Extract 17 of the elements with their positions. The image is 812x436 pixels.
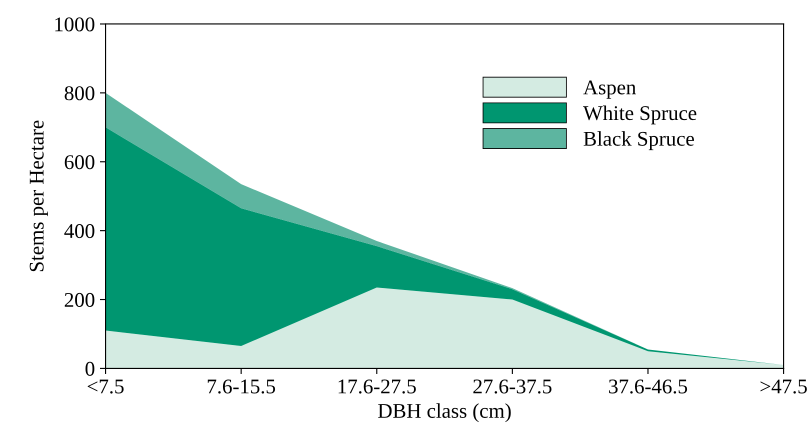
legend-label: White Spruce [583, 105, 696, 124]
y-tick-label: 600 [64, 155, 94, 170]
x-tick-label: 27.6-37.5 [473, 379, 552, 394]
x-tick-label: >47.5 [760, 380, 807, 394]
x-axis-title: DBH class (cm) [378, 403, 511, 422]
y-tick-label: 0 [86, 362, 94, 376]
legend-label: Black Spruce [584, 131, 694, 150]
x-tick-label: 17.6-27.5 [338, 379, 416, 394]
y-axis-title: Stems per Hectare [30, 120, 48, 272]
x-tick-label: <7.5 [88, 380, 124, 394]
x-tick-label: 7.6-15.5 [208, 379, 276, 394]
x-tick-label: 37.6-46.5 [609, 379, 688, 394]
y-tick-label: 400 [64, 224, 94, 238]
y-tick-label: 200 [64, 292, 94, 307]
y-tick-label: 1000 [55, 17, 94, 32]
legend-label: Aspen [583, 80, 636, 99]
y-tick-label: 800 [64, 86, 94, 100]
